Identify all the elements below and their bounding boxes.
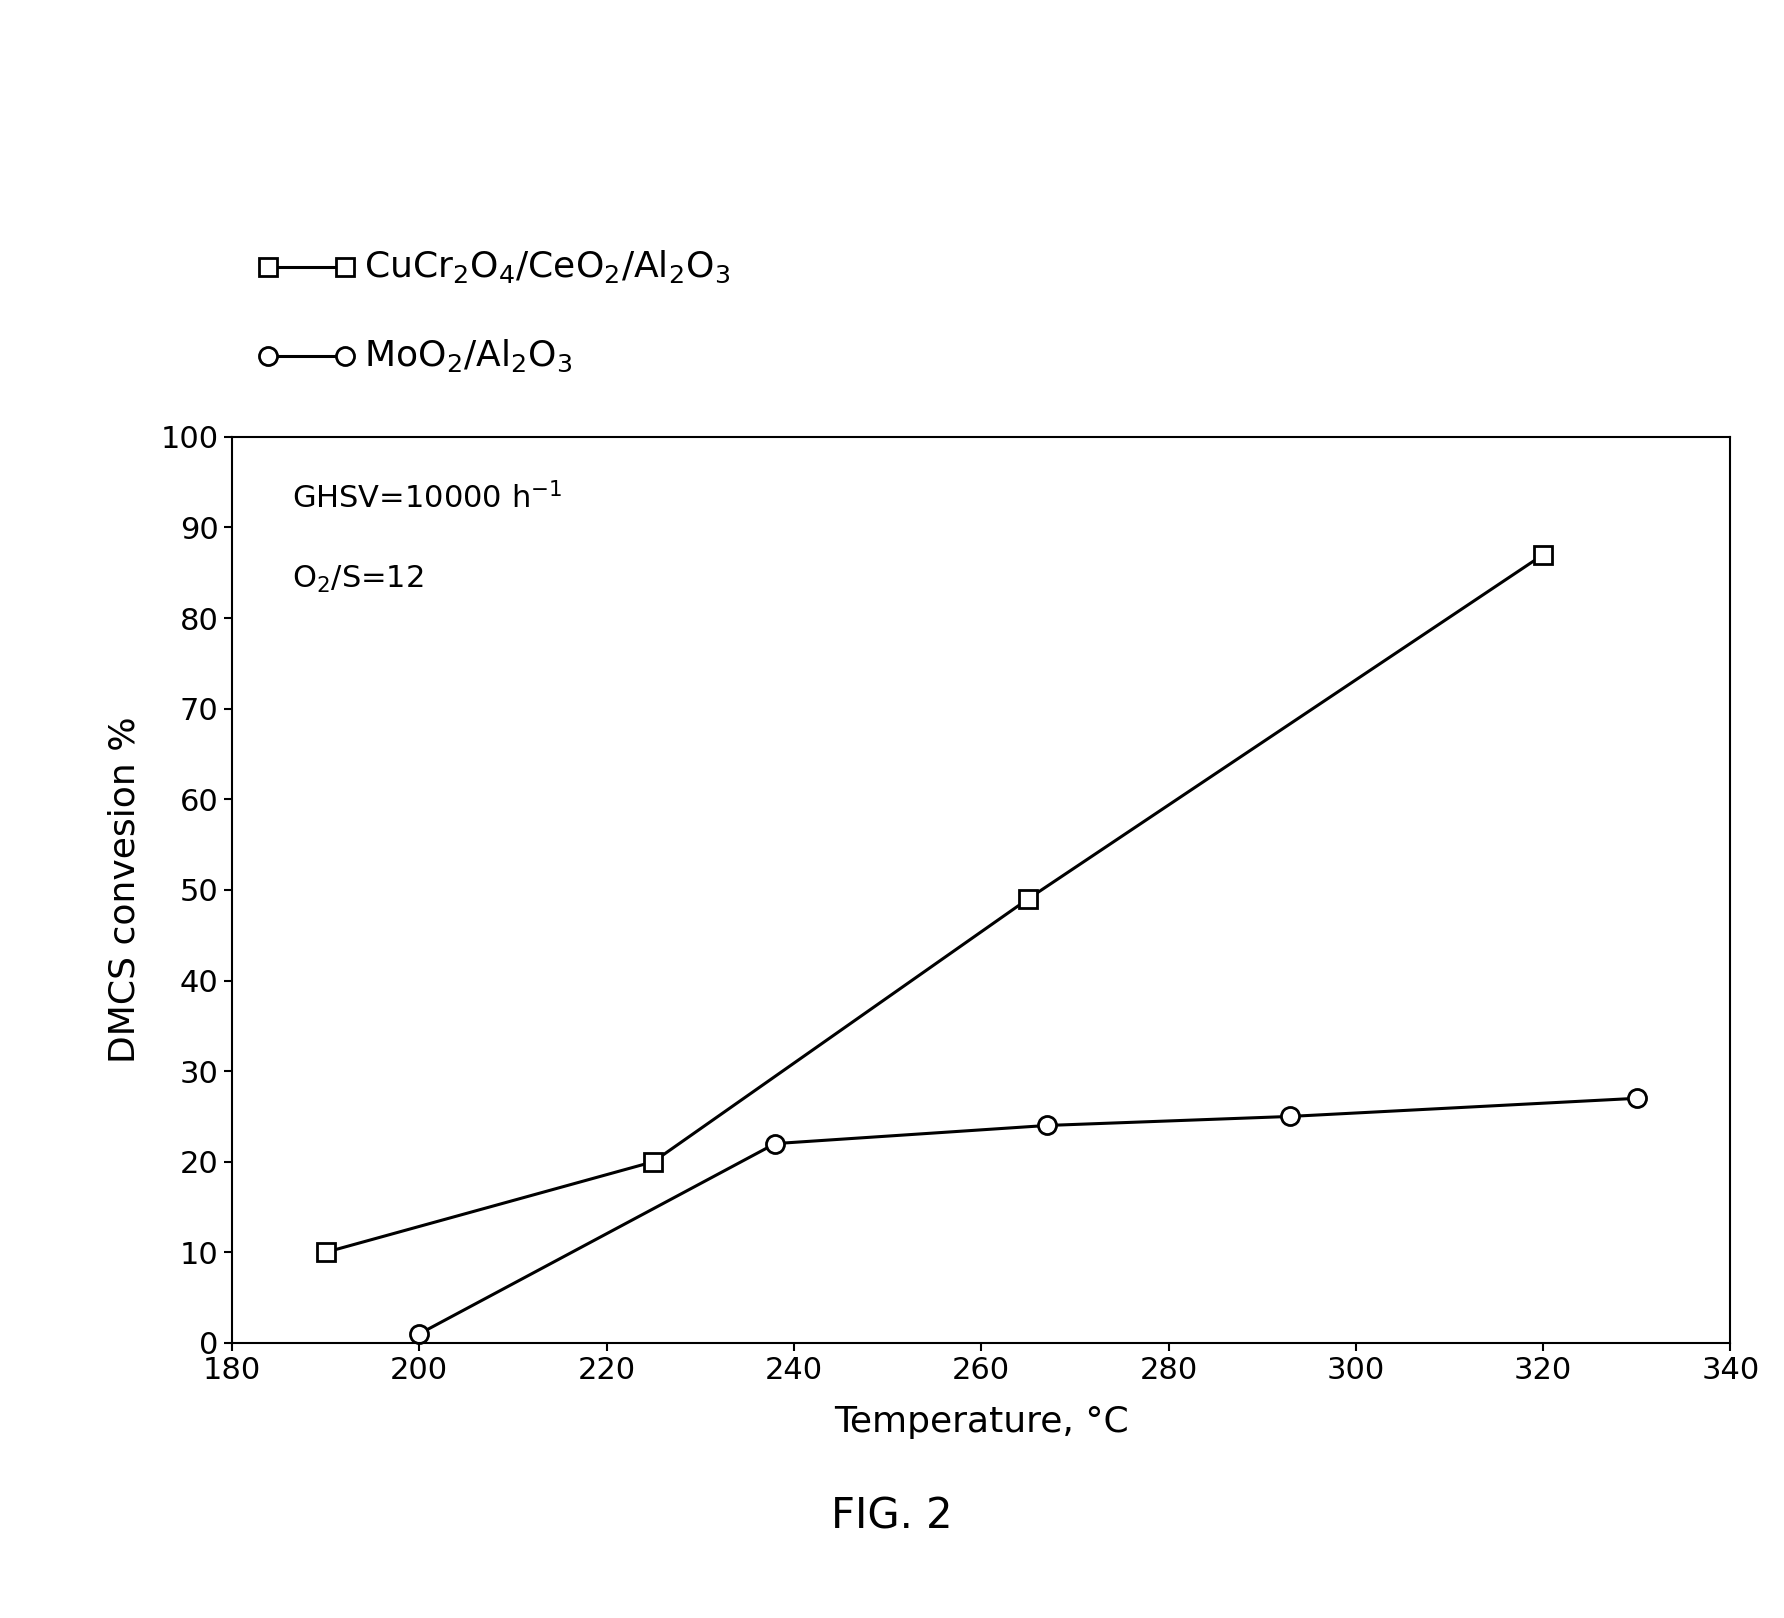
Y-axis label: DMCS convesion %: DMCS convesion % [107, 717, 141, 1063]
Text: FIG. 2: FIG. 2 [831, 1495, 953, 1537]
Text: MoO$_2$/Al$_2$O$_3$: MoO$_2$/Al$_2$O$_3$ [364, 338, 573, 374]
X-axis label: Temperature, °C: Temperature, °C [833, 1404, 1129, 1438]
Text: O$_2$/S=12: O$_2$/S=12 [293, 563, 423, 595]
Text: GHSV=10000 h$^{-1}$: GHSV=10000 h$^{-1}$ [293, 482, 562, 515]
Text: CuCr$_2$O$_4$/CeO$_2$/Al$_2$O$_3$: CuCr$_2$O$_4$/CeO$_2$/Al$_2$O$_3$ [364, 249, 730, 285]
